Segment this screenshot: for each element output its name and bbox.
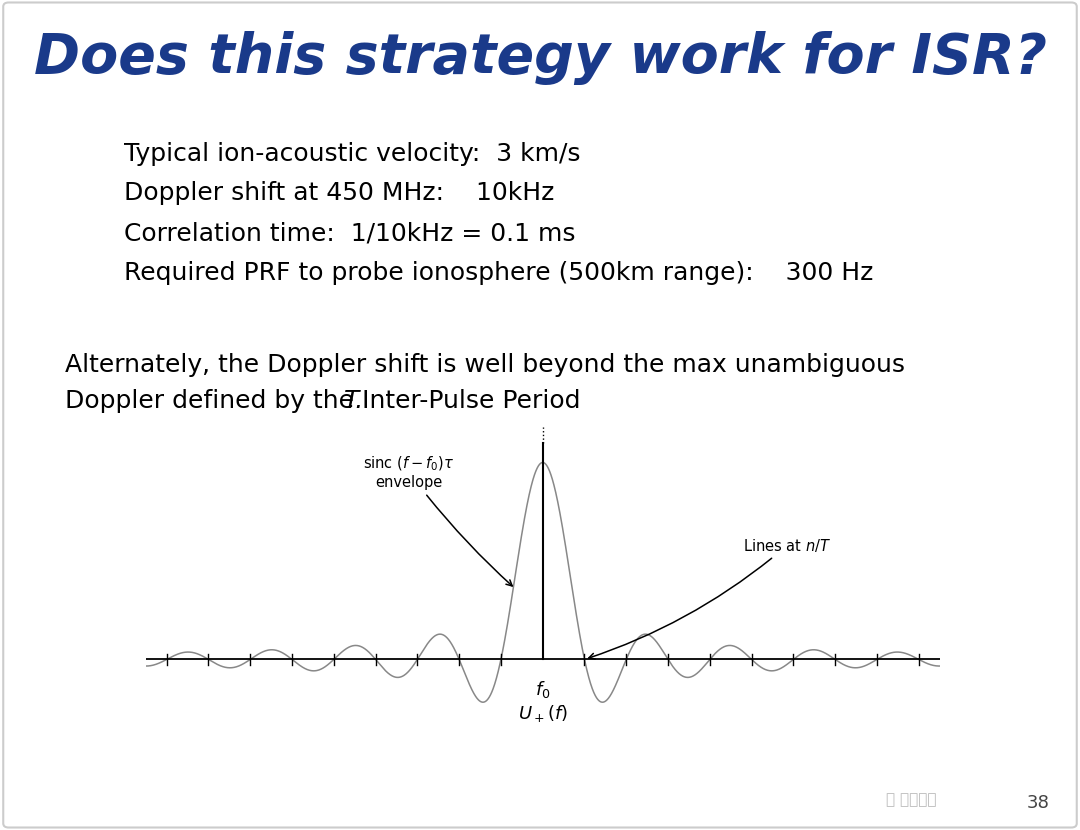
Text: Typical ion-acoustic velocity:  3 km/s: Typical ion-acoustic velocity: 3 km/s (124, 142, 581, 165)
Text: sinc $(f-f_0)\tau$
envelope: sinc $(f-f_0)\tau$ envelope (364, 455, 512, 586)
Text: 38: 38 (1027, 793, 1050, 812)
Text: $U_+(f)$: $U_+(f)$ (517, 703, 568, 724)
Text: $f_0$: $f_0$ (535, 679, 551, 701)
Text: Doppler shift at 450 MHz:    10kHz: Doppler shift at 450 MHz: 10kHz (124, 182, 554, 205)
Text: Correlation time:  1/10kHz = 0.1 ms: Correlation time: 1/10kHz = 0.1 ms (124, 222, 576, 245)
Text: Lines at $n/T$: Lines at $n/T$ (589, 537, 832, 659)
Text: Required PRF to probe ionosphere (500km range):    300 Hz: Required PRF to probe ionosphere (500km … (124, 261, 874, 285)
Text: 💬 时沫科技: 💬 时沫科技 (886, 792, 936, 807)
Text: T.: T. (343, 389, 364, 413)
Text: Alternately, the Doppler shift is well beyond the max unambiguous: Alternately, the Doppler shift is well b… (65, 354, 905, 377)
FancyBboxPatch shape (3, 2, 1077, 828)
Text: Doppler defined by the Inter-Pulse Period: Doppler defined by the Inter-Pulse Perio… (65, 389, 589, 413)
Text: Does this strategy work for ISR?: Does this strategy work for ISR? (33, 31, 1047, 85)
